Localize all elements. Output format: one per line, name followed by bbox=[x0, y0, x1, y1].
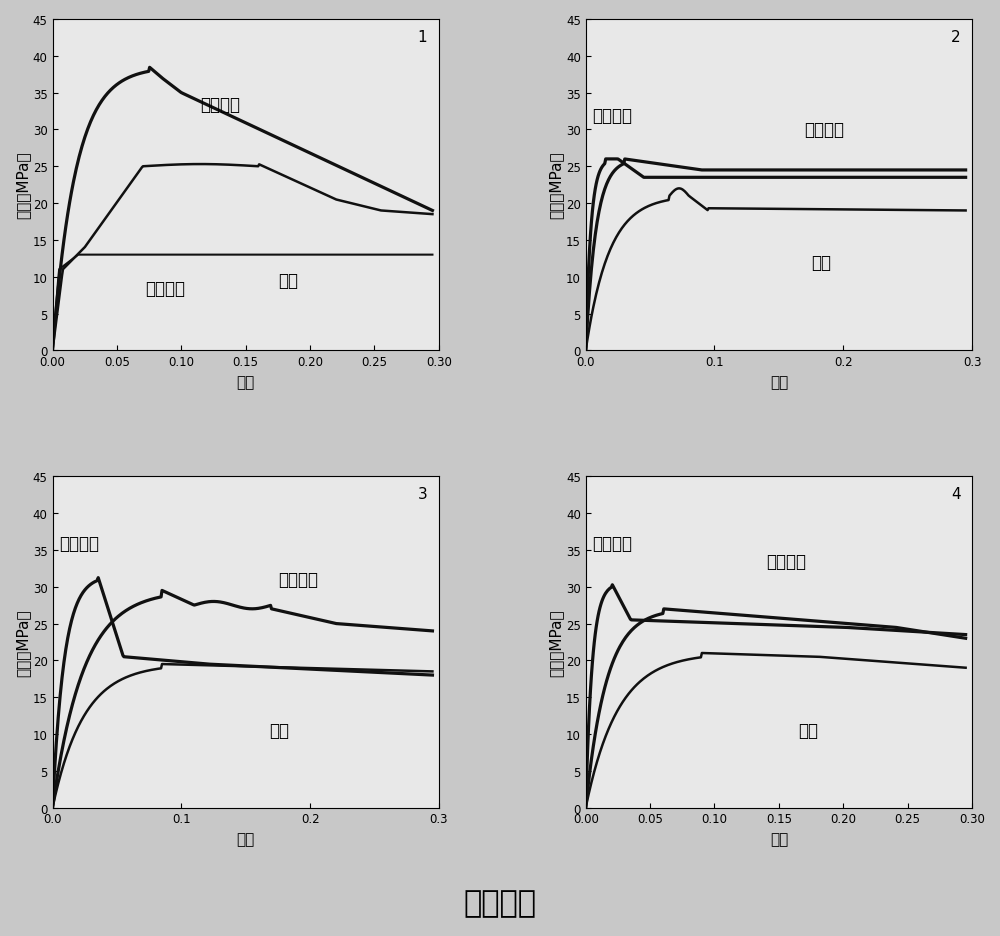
X-axis label: 应变: 应变 bbox=[237, 831, 255, 846]
X-axis label: 应变: 应变 bbox=[770, 831, 788, 846]
Text: 淡火: 淡火 bbox=[798, 722, 818, 739]
Y-axis label: 应力（MPa）: 应力（MPa） bbox=[15, 152, 30, 219]
Y-axis label: 应力（MPa）: 应力（MPa） bbox=[548, 608, 563, 676]
Text: 快速冷却: 快速冷却 bbox=[201, 95, 241, 113]
Text: 4: 4 bbox=[951, 487, 960, 502]
Text: 缓慢冷却: 缓慢冷却 bbox=[592, 107, 632, 124]
Text: 快速冷却: 快速冷却 bbox=[766, 552, 806, 570]
X-axis label: 应变: 应变 bbox=[770, 374, 788, 389]
Text: 缓慢冷却: 缓慢冷却 bbox=[592, 534, 632, 552]
Text: 缓慢冷却: 缓慢冷却 bbox=[145, 280, 185, 298]
Y-axis label: 应力（MPa）: 应力（MPa） bbox=[15, 608, 30, 676]
Text: 2: 2 bbox=[951, 30, 960, 45]
Text: 1: 1 bbox=[418, 30, 427, 45]
Text: 快速冷却: 快速冷却 bbox=[805, 122, 845, 139]
Text: 淡火: 淡火 bbox=[811, 254, 831, 271]
Text: 快速冷却: 快速冷却 bbox=[278, 571, 318, 589]
Text: 现有技术: 现有技术 bbox=[464, 888, 536, 916]
Text: 3: 3 bbox=[418, 487, 427, 502]
Y-axis label: 应力（MPa）: 应力（MPa） bbox=[548, 152, 563, 219]
Text: 淡火: 淡火 bbox=[278, 272, 298, 290]
Text: 淡火: 淡火 bbox=[269, 722, 289, 739]
X-axis label: 应变: 应变 bbox=[237, 374, 255, 389]
Text: 缓慢冷却: 缓慢冷却 bbox=[59, 534, 99, 552]
